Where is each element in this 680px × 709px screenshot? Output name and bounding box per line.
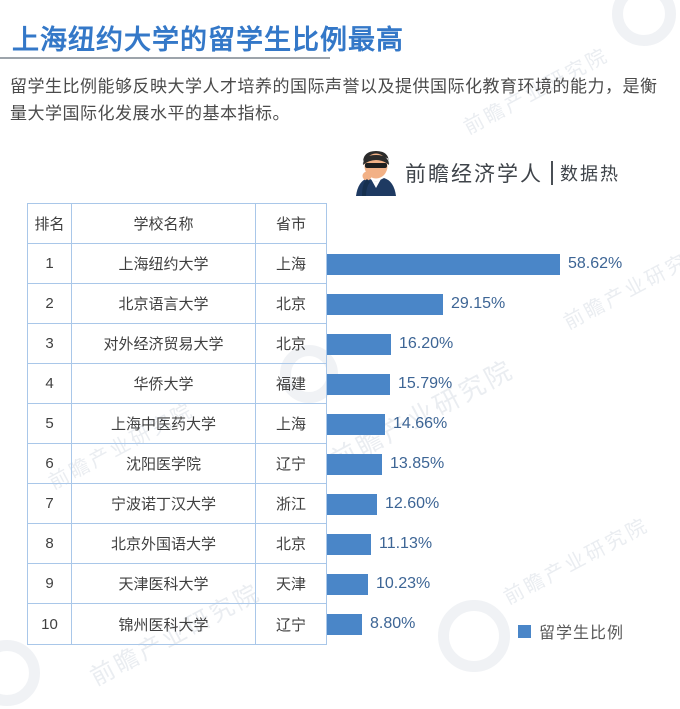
school-cell: 华侨大学 (72, 364, 256, 404)
rank-cell: 2 (28, 284, 72, 324)
bar (327, 613, 362, 635)
province-cell: 辽宁 (275, 616, 306, 634)
province-cell: 北京 (256, 284, 326, 324)
school-cell: 上海中医药大学 (72, 404, 256, 444)
table-row: 4 华侨大学 福建 (28, 364, 326, 404)
school-cell: 锦州医科大学 (72, 604, 256, 644)
bar-chart: 58.62% 29.15% 16.20% 15.79% 14.66% 13.85% 12.6… (327, 244, 677, 644)
bar-value-label: 12.60% (385, 495, 440, 512)
bar-value-label: 14.66% (393, 415, 448, 432)
bar (327, 333, 391, 355)
header-rank: 排名 (28, 204, 72, 244)
school-cell: 上海纽约大学 (72, 244, 256, 284)
table-row: 2 北京语言大学 北京 (28, 284, 326, 324)
table-header-row: 排名 学校名称 省市 (28, 204, 326, 244)
chart-row: 58.62% (327, 244, 677, 284)
chart-row: 15.79% (327, 364, 677, 404)
rank-cell: 8 (28, 524, 72, 564)
bar-value-label: 10.23% (376, 575, 431, 592)
bar-value-label: 16.20% (399, 335, 454, 352)
province-cell: 天津 (256, 564, 326, 604)
page-description: 留学生比例能够反映大学人才培养的国际声誉以及提供国际化教育环境的能力，是衡量大学… (10, 77, 658, 123)
rank-cell: 3 (28, 324, 72, 364)
table-row: 3 对外经济贸易大学 北京 (28, 324, 326, 364)
province-cell: 浙江 (256, 484, 326, 524)
table-row: 9 天津医科大学 天津 (28, 564, 326, 604)
thinking-man-avatar-icon (356, 151, 396, 196)
bar-value-label: 13.85% (390, 455, 445, 472)
province-cell: 上海 (256, 244, 326, 284)
bar-value-label: 11.13% (379, 535, 433, 552)
table-row: 8 北京外国语大学 北京 (28, 524, 326, 564)
rank-cell: 4 (28, 364, 72, 404)
table-row: 5 上海中医药大学 上海 (28, 404, 326, 444)
chart-row: 16.20% (327, 324, 677, 364)
bar (327, 453, 382, 475)
bar (327, 373, 390, 395)
bar (327, 293, 443, 315)
province-cell: 上海 (256, 404, 326, 444)
table-row: 7 宁波诺丁汉大学 浙江 (28, 484, 326, 524)
bar-value-label: 8.80% (370, 615, 416, 632)
bar (327, 493, 377, 515)
chart-row: 11.13% (327, 524, 677, 564)
page-title: 上海纽约大学的留学生比例最高 (12, 25, 404, 55)
brand-strip: 前瞻经济学人 数据热 (354, 149, 620, 196)
header-province: 省市 (256, 204, 326, 244)
province-cell: 北京 (256, 324, 326, 364)
brand-sub-label: 数据热 (560, 163, 620, 184)
rank-cell: 6 (28, 444, 72, 484)
rank-cell: 9 (28, 564, 72, 604)
table-row: 6 沈阳医学院 辽宁 (28, 444, 326, 484)
school-cell: 对外经济贸易大学 (72, 324, 256, 364)
province-cell: 北京 (256, 524, 326, 564)
province-cell: 辽宁 (256, 444, 326, 484)
school-cell: 北京语言大学 (72, 284, 256, 324)
school-cell: 沈阳医学院 (72, 444, 256, 484)
header-school: 学校名称 (72, 204, 256, 244)
school-cell: 宁波诺丁汉大学 (72, 484, 256, 524)
rank-cell: 7 (28, 484, 72, 524)
school-cell: 北京外国语大学 (72, 524, 256, 564)
chart-row: 10.23% (327, 564, 677, 604)
bar-value-label: 58.62% (568, 255, 623, 272)
bar (327, 253, 560, 275)
chart-row: 14.66% (327, 404, 677, 444)
bar-value-label: 29.15% (451, 295, 506, 312)
bar (327, 573, 368, 595)
chart-row: 29.15% (327, 284, 677, 324)
rank-cell: 1 (28, 244, 72, 284)
legend-swatch (518, 624, 531, 638)
bar (327, 413, 385, 435)
chart-row: 12.60% (327, 484, 677, 524)
chart-row: 8.80% (327, 604, 677, 644)
legend-label: 留学生比例 (539, 625, 625, 642)
title-underline (0, 57, 330, 59)
chart-legend: 留学生比例 (518, 619, 624, 643)
brand-name: 前瞻经济学人 (405, 162, 543, 186)
rank-cell: 5 (28, 404, 72, 444)
rank-cell: 10 (28, 604, 72, 644)
school-cell: 天津医科大学 (72, 564, 256, 604)
ranking-table: 排名 学校名称 省市 1 上海纽约大学 上海 2 北京语言大学 北京 3 对外经济贸易大学 北京… (27, 203, 327, 645)
watermark-logo-ring (612, 0, 676, 46)
table-row: 1 上海纽约大学 上海 (28, 244, 326, 284)
watermark-logo-ring (0, 640, 40, 706)
province-cell: 福建 (256, 364, 326, 404)
table-row: 10 锦州医科大学 辽宁 (28, 604, 326, 644)
bar-value-label: 15.79% (398, 375, 453, 392)
bar (327, 533, 371, 555)
brand-divider (551, 160, 553, 185)
chart-row: 13.85% (327, 444, 677, 484)
ranking-table-body: 1 上海纽约大学 上海 2 北京语言大学 北京 3 对外经济贸易大学 北京 4 华侨大学 福建 5 上海中… (28, 244, 326, 644)
